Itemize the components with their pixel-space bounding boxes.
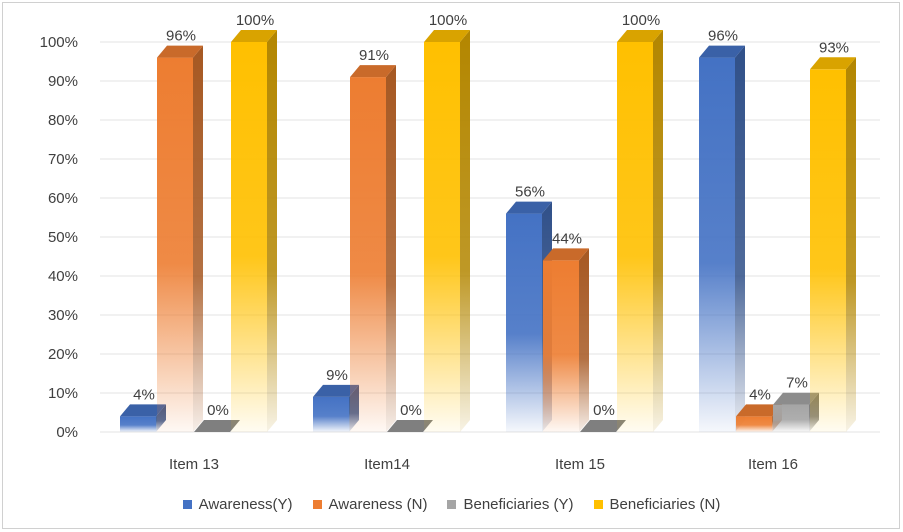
bar — [157, 45, 203, 432]
data-label: 0% — [593, 402, 615, 419]
data-label: 91% — [359, 47, 389, 64]
data-label: 93% — [819, 39, 849, 56]
legend-label: Awareness(Y) — [198, 496, 293, 513]
data-label: 0% — [207, 402, 229, 419]
data-label: 96% — [166, 28, 196, 45]
y-tick-label: 20% — [48, 346, 78, 363]
y-tick-label: 30% — [48, 307, 78, 324]
legend-swatch — [312, 500, 322, 509]
data-label: 44% — [552, 230, 582, 247]
legend-label: Beneficiaries (N) — [609, 496, 721, 513]
bar — [699, 45, 745, 432]
x-tick-label: Item 15 — [555, 456, 605, 473]
y-tick-label: 40% — [48, 268, 78, 285]
legend-item: Awareness (N) — [312, 496, 428, 513]
legend-label: Awareness (N) — [328, 496, 428, 513]
legend-label: Beneficiaries (Y) — [463, 496, 574, 513]
data-label: 0% — [400, 402, 422, 419]
x-tick-label: Item 16 — [748, 456, 798, 473]
bar — [194, 420, 240, 432]
chart-legend: Awareness(Y) Awareness (N) Beneficiaries (… — [0, 496, 903, 513]
y-tick-label: 100% — [40, 34, 78, 51]
legend-item: Beneficiaries (Y) — [447, 496, 574, 513]
legend-swatch — [447, 500, 457, 509]
bar — [231, 30, 277, 432]
data-label: 56% — [515, 184, 545, 201]
data-label: 96% — [708, 28, 738, 45]
bar — [617, 30, 663, 432]
data-label: 100% — [622, 12, 660, 29]
bar — [350, 65, 396, 432]
data-label: 7% — [786, 375, 808, 392]
bar — [424, 30, 470, 432]
data-label: 4% — [749, 386, 771, 403]
legend-swatch — [593, 500, 603, 509]
bar — [810, 57, 856, 433]
y-tick-label: 0% — [56, 424, 78, 441]
data-label: 9% — [326, 367, 348, 384]
y-tick-label: 10% — [48, 385, 78, 402]
legend-swatch — [182, 500, 192, 509]
y-tick-label: 60% — [48, 190, 78, 207]
bar — [580, 420, 626, 432]
bar — [543, 248, 589, 432]
y-tick-label: 80% — [48, 112, 78, 129]
y-tick-label: 90% — [48, 73, 78, 90]
x-tick-label: Item14 — [364, 456, 410, 473]
legend-item: Awareness(Y) — [182, 496, 293, 513]
legend-item: Beneficiaries (N) — [593, 496, 721, 513]
x-tick-label: Item 13 — [169, 456, 219, 473]
data-label: 4% — [133, 386, 155, 403]
y-tick-label: 70% — [48, 151, 78, 168]
data-label: 100% — [429, 12, 467, 29]
bar — [387, 420, 433, 432]
data-label: 100% — [236, 12, 274, 29]
y-tick-label: 50% — [48, 229, 78, 246]
